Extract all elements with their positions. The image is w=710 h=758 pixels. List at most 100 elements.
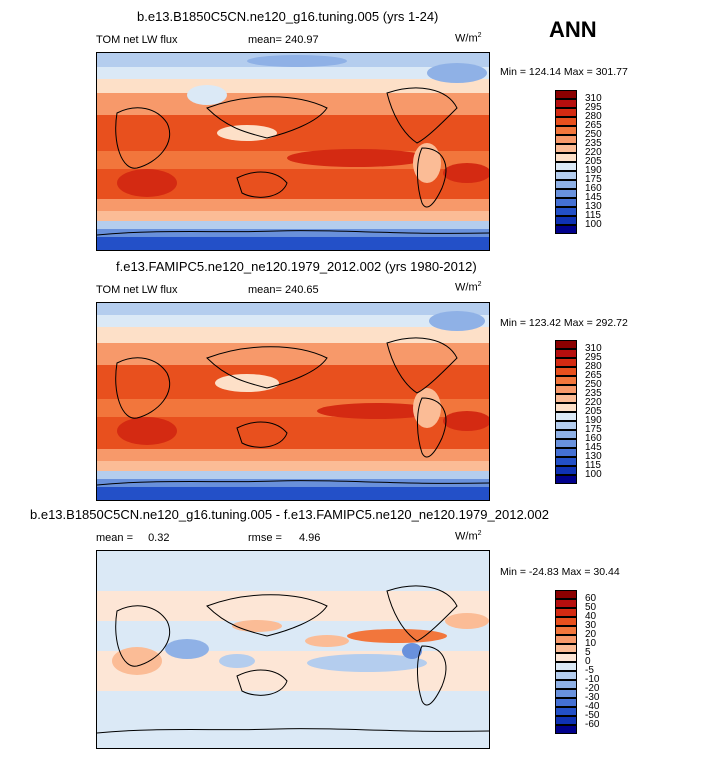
panel2-colorbar-swatch <box>555 376 577 385</box>
panel3-colorbar-tick: 5 <box>585 647 591 658</box>
panel3-map-field <box>97 551 489 748</box>
panel1-colorbar-tick: 265 <box>585 120 602 131</box>
panel2-colorbar-swatch <box>555 457 577 466</box>
panel3-mean-value: 0.32 <box>148 532 170 544</box>
panel2-colorbar-swatch <box>555 421 577 430</box>
panel1-colorbar-tick: 190 <box>585 165 602 176</box>
panel1-min-max: Min = 124.14 Max = 301.77 <box>500 66 628 78</box>
panel3-units: W/m2 <box>455 530 482 543</box>
panel3-colorbar-tick: -50 <box>585 710 600 721</box>
panel1-colorbar-tick: 100 <box>585 219 602 230</box>
panel1-colorbar-tick: 145 <box>585 192 602 203</box>
panel1-colorbar-tick: 235 <box>585 138 602 149</box>
panel3-colorbar-tick: 60 <box>585 593 597 604</box>
panel1-colorbar-tick: 280 <box>585 111 602 122</box>
panel3-colorbar-swatch <box>555 590 577 599</box>
panel1-colorbar-swatch <box>555 153 577 162</box>
panel1-colorbar-tick: 160 <box>585 183 602 194</box>
panel3-colorbar-swatch <box>555 626 577 635</box>
panel1-colorbar-swatch <box>555 126 577 135</box>
panel3-rmse-value: 4.96 <box>299 532 321 544</box>
panel2-colorbar-swatch <box>555 340 577 349</box>
panel2-mean: mean= 240.65 <box>248 284 319 296</box>
panel2-colorbar-tick: 175 <box>585 424 602 435</box>
panel3-colorbar-tick: -40 <box>585 701 600 712</box>
panel2-colorbar-swatch <box>555 394 577 403</box>
panel2-colorbar-swatch <box>555 439 577 448</box>
panel3-colorbar-tick: 20 <box>585 629 597 640</box>
panel2-title: f.e13.FAMIPC5.ne120_ne120.1979_2012.002 … <box>116 259 477 274</box>
panel3-colorbar-swatch <box>555 617 577 626</box>
panel3-colorbar-tick: -10 <box>585 674 600 685</box>
panel2-colorbar-tick: 310 <box>585 343 602 354</box>
panel2-colorbar-swatch <box>555 466 577 475</box>
panel1-mean: mean= 240.97 <box>248 34 319 46</box>
panel2-colorbar-tick: 130 <box>585 451 602 462</box>
panel3-colorbar-swatch <box>555 644 577 653</box>
panel1-colorbar-swatch <box>555 207 577 216</box>
panel2-mean-value: 240.65 <box>285 284 319 296</box>
panel3-title: b.e13.B1850C5CN.ne120_g16.tuning.005 - f… <box>30 507 549 522</box>
panel2-colorbar-tick: 205 <box>585 406 602 417</box>
panel2-colorbar-swatch <box>555 367 577 376</box>
panel3-colorbar-tick: -5 <box>585 665 594 676</box>
panel3-colorbar-swatch <box>555 689 577 698</box>
panel3-rmse: rmse = 4.96 <box>248 532 320 544</box>
panel1-map <box>96 52 490 251</box>
panel1-variable: TOM net LW flux <box>96 34 178 46</box>
panel2-colorbar-swatch <box>555 430 577 439</box>
panel3-colorbar-swatch <box>555 716 577 725</box>
panel2-units: W/m2 <box>455 281 482 294</box>
panel3-colorbar-tick: 40 <box>585 611 597 622</box>
panel2-colorbar-tick: 295 <box>585 352 602 363</box>
panel1-colorbar-swatch <box>555 216 577 225</box>
panel1-colorbar-swatch <box>555 189 577 198</box>
panel3-colorbar-tick: 50 <box>585 602 597 613</box>
panel1-colorbar-swatch <box>555 99 577 108</box>
panel2-colorbar-tick: 220 <box>585 397 602 408</box>
panel1-colorbar-tick: 295 <box>585 102 602 113</box>
panel1-title: b.e13.B1850C5CN.ne120_g16.tuning.005 (yr… <box>137 9 439 24</box>
panel1-colorbar-tick: 205 <box>585 156 602 167</box>
panel1-colorbar-swatch <box>555 144 577 153</box>
panel2-colorbar-swatch <box>555 475 577 484</box>
panel2-colorbar-swatch <box>555 448 577 457</box>
panel1-colorbar-tick: 250 <box>585 129 602 140</box>
panel2-colorbar-tick: 235 <box>585 388 602 399</box>
panel2-colorbar-tick: 250 <box>585 379 602 390</box>
panel2-colorbar-tick: 145 <box>585 442 602 453</box>
panel3-mean: mean = 0.32 <box>96 532 169 544</box>
panel1-mean-label: mean= <box>248 34 282 46</box>
panel3-colorbar-tick: 30 <box>585 620 597 631</box>
panel1-colorbar-swatch <box>555 171 577 180</box>
panel3-colorbar-swatch <box>555 599 577 608</box>
panel2-colorbar-swatch <box>555 385 577 394</box>
panel2-colorbar-swatch <box>555 358 577 367</box>
panel1-colorbar-swatch <box>555 180 577 189</box>
panel3-mean-label: mean = <box>96 532 133 544</box>
panel1-colorbar-swatch <box>555 117 577 126</box>
panel3-colorbar-swatch <box>555 635 577 644</box>
panel3-colorbar-tick: -60 <box>585 719 600 730</box>
panel1-colorbar-swatch <box>555 108 577 117</box>
panel2-min-max: Min = 123.42 Max = 292.72 <box>500 317 628 329</box>
panel3-colorbar-tick: 10 <box>585 638 597 649</box>
panel1-colorbar-swatch <box>555 198 577 207</box>
panel1-colorbar-swatch <box>555 90 577 99</box>
panel2-map <box>96 302 490 501</box>
panel2-variable: TOM net LW flux <box>96 284 178 296</box>
panel1-colorbar-swatch <box>555 162 577 171</box>
panel3-map <box>96 550 490 749</box>
panel2-colorbar-swatch <box>555 412 577 421</box>
panel3-colorbar-tick: 0 <box>585 656 591 667</box>
panel1-colorbar-swatch <box>555 135 577 144</box>
panel2-colorbar-tick: 265 <box>585 370 602 381</box>
panel3-colorbar-swatch <box>555 653 577 662</box>
panel3-colorbar-swatch <box>555 662 577 671</box>
panel3-colorbar-swatch <box>555 680 577 689</box>
panel3-colorbar-tick: -20 <box>585 683 600 694</box>
panel2-colorbar-tick: 280 <box>585 361 602 372</box>
panel1-colorbar-tick: 130 <box>585 201 602 212</box>
panel1-mean-value: 240.97 <box>285 34 319 46</box>
panel3-rmse-label: rmse = <box>248 532 282 544</box>
